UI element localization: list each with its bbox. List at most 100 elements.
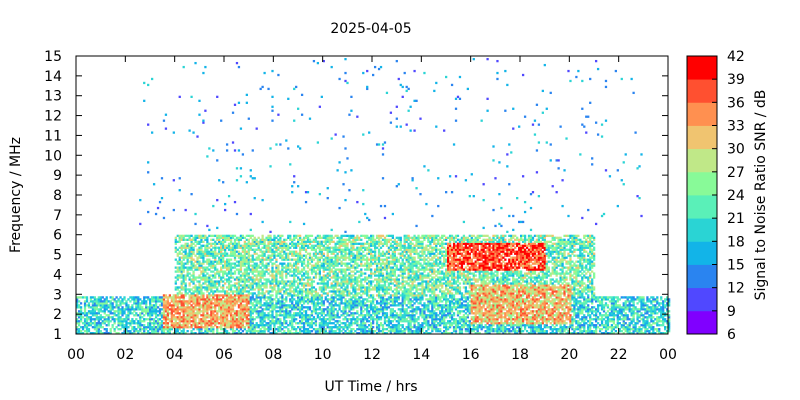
heat-cell [180, 268, 183, 271]
heat-cell [101, 326, 104, 329]
heat-cell [375, 288, 379, 291]
heat-cell [192, 250, 195, 253]
heat-cell [279, 238, 282, 241]
heat-cell [350, 330, 353, 333]
heat-cell [190, 242, 193, 245]
heat-cell [204, 328, 207, 331]
heat-cell [103, 328, 106, 331]
heat-cell [360, 242, 363, 245]
heat-cell [297, 304, 300, 307]
heat-cell [210, 314, 213, 317]
heat-cell [135, 296, 138, 299]
heat-cell [176, 248, 179, 251]
heat-cell [186, 256, 189, 259]
heat-cell [360, 284, 363, 287]
heat-cell [261, 288, 264, 291]
heat-cell [147, 332, 150, 335]
heat-cell [196, 298, 199, 301]
heat-cell [241, 250, 245, 253]
heat-cell [245, 181, 248, 184]
heat-cell [330, 304, 333, 307]
heat-cell [237, 288, 241, 291]
heat-cell [308, 288, 312, 291]
heat-cell [257, 316, 260, 319]
heat-cell [97, 330, 100, 333]
heat-cell [342, 183, 345, 186]
heat-cell [372, 288, 375, 291]
heat-cell [194, 276, 197, 279]
heat-cell [257, 290, 260, 293]
heat-cell [322, 300, 325, 303]
heat-cell [370, 254, 373, 257]
heat-cell [208, 304, 211, 307]
heat-cell [377, 290, 381, 293]
heat-cell [295, 288, 298, 291]
heat-cell [263, 282, 266, 285]
heat-cell [310, 288, 314, 291]
heat-cell [259, 320, 262, 323]
heat-cell [308, 117, 312, 120]
heat-cell [373, 250, 377, 253]
heat-cell [395, 328, 398, 331]
heat-cell [375, 274, 379, 277]
heat-cell [362, 244, 365, 247]
heat-cell [287, 258, 290, 261]
heat-cell [322, 264, 325, 267]
heat-cell [314, 312, 318, 315]
heat-cell [77, 306, 81, 309]
heat-cell [267, 322, 270, 325]
heat-cell [281, 310, 284, 313]
heat-cell [342, 290, 345, 293]
heat-cell [91, 332, 95, 335]
heat-cell [389, 294, 393, 297]
heat-cell [275, 272, 278, 275]
heat-cell [358, 248, 361, 251]
heat-cell [214, 302, 217, 305]
heat-cell [397, 304, 400, 307]
heat-cell [344, 250, 347, 253]
heat-cell [208, 320, 211, 323]
heat-cell [289, 304, 292, 307]
heat-cell [263, 278, 266, 281]
heat-cell [358, 236, 361, 239]
heat-cell [174, 312, 177, 315]
heat-cell [150, 332, 154, 335]
heat-cell [176, 274, 179, 277]
heat-cell [204, 314, 207, 317]
heat-cell [336, 252, 339, 255]
heat-cell [379, 65, 383, 69]
heat-cell [149, 300, 152, 303]
heat-cell [383, 282, 387, 285]
heat-cell [277, 292, 280, 295]
heat-cell [306, 276, 310, 279]
heat-cell [287, 332, 290, 335]
heat-cell [263, 254, 266, 257]
heat-cell [358, 274, 361, 277]
heat-cell [377, 260, 381, 263]
heat-cell [184, 310, 187, 313]
heat-cell [89, 312, 93, 315]
heat-cell [210, 304, 213, 307]
heat-cell [194, 304, 197, 307]
heat-cell [196, 234, 199, 237]
heat-cell [208, 250, 211, 253]
heat-cell [302, 268, 306, 271]
heat-cell [306, 318, 310, 321]
heat-cell [328, 302, 331, 305]
heat-cell [233, 272, 237, 275]
heat-cell [279, 280, 282, 283]
heat-cell [255, 298, 258, 301]
heat-cell [356, 280, 359, 283]
heat-cell [222, 328, 225, 331]
heat-cell [225, 278, 229, 281]
heat-cell [383, 300, 387, 303]
heat-cell [182, 320, 185, 323]
heat-cell [200, 234, 203, 237]
heat-cell [340, 290, 343, 293]
heat-cell [182, 318, 185, 321]
heat-cell [235, 332, 239, 335]
heat-cell [289, 262, 292, 265]
heat-cell [295, 242, 298, 245]
heat-cell [109, 306, 112, 309]
heat-cell [241, 262, 245, 265]
